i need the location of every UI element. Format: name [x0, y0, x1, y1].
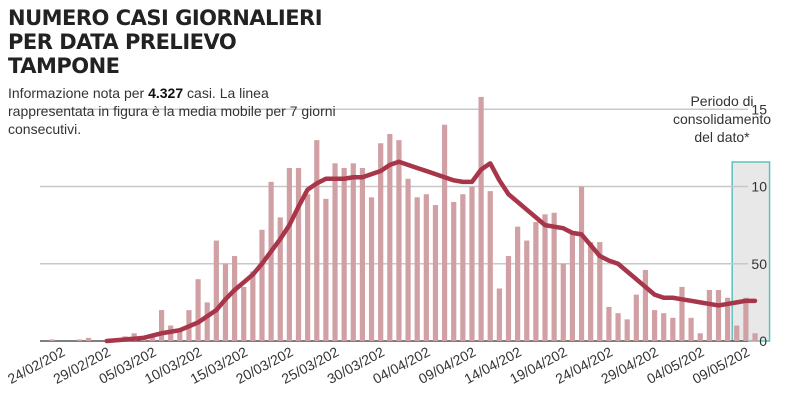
bar	[204, 302, 210, 341]
subtitle-text: Informazione nota per	[8, 85, 149, 101]
bar	[588, 242, 594, 341]
bar	[195, 279, 201, 341]
bar	[396, 140, 402, 341]
bar	[633, 294, 639, 341]
bar	[487, 191, 493, 341]
subtitle-text: casi. La linea rappresentata in figura è…	[8, 85, 336, 137]
bar	[250, 271, 256, 341]
bar	[651, 310, 658, 341]
bar	[642, 269, 649, 341]
bar	[752, 333, 758, 341]
bar	[569, 232, 576, 341]
bar	[323, 198, 329, 341]
title-line: PER DATA PRELIEVO TAMPONE	[8, 30, 237, 78]
bar	[341, 167, 347, 341]
bar	[241, 286, 247, 341]
bar	[715, 290, 722, 341]
bar	[350, 163, 356, 341]
bar	[542, 214, 548, 341]
bar	[378, 143, 384, 341]
bar	[688, 317, 694, 341]
bar	[277, 217, 283, 341]
y-tick-label: 15	[751, 101, 767, 117]
bar	[432, 205, 439, 341]
annotation: del dato*	[694, 129, 750, 145]
bar	[232, 256, 238, 341]
title-line: NUMERO CASI GIORNALIERI	[8, 6, 323, 30]
bar	[597, 242, 603, 341]
header: NUMERO CASI GIORNALIERI PER DATA PRELIEV…	[8, 6, 338, 138]
bar	[606, 307, 612, 341]
subtitle: Informazione nota per 4.327 casi. La lin…	[8, 84, 338, 138]
bar	[533, 222, 539, 341]
chart-title: NUMERO CASI GIORNALIERI PER DATA PRELIEV…	[8, 6, 338, 78]
annotation: consolidamento	[673, 111, 771, 127]
bar	[49, 339, 55, 341]
bar	[441, 124, 448, 341]
consolidation-area	[731, 161, 771, 342]
bar	[524, 240, 530, 341]
bar	[177, 328, 183, 341]
case-count: 4.327	[148, 85, 184, 101]
bar	[405, 178, 411, 341]
bar	[697, 333, 703, 341]
bar	[305, 194, 311, 341]
y-tick-label: 50	[751, 256, 767, 272]
bar	[551, 212, 557, 341]
bar	[76, 339, 82, 341]
bar	[332, 163, 338, 341]
bar	[505, 256, 512, 341]
y-tick-label: 0	[759, 333, 767, 349]
moving-average-line	[104, 159, 758, 344]
bar	[387, 133, 393, 341]
bar	[158, 310, 165, 341]
bar	[478, 96, 484, 341]
bar	[460, 194, 466, 341]
bar	[560, 263, 566, 341]
bar	[670, 317, 676, 341]
bar	[706, 290, 712, 341]
bar	[314, 140, 320, 341]
bar	[423, 194, 429, 341]
bar	[615, 313, 621, 341]
bar	[743, 297, 749, 341]
bar	[213, 240, 219, 341]
bar	[661, 313, 667, 341]
bar	[359, 167, 366, 341]
bar	[624, 319, 630, 341]
bar	[469, 186, 475, 341]
bar	[259, 229, 265, 341]
bar	[368, 197, 375, 341]
annotation: Periodo di	[690, 93, 753, 109]
bar	[451, 201, 457, 341]
bar	[578, 186, 585, 341]
bar	[268, 181, 274, 341]
bar	[679, 286, 685, 341]
bar	[496, 288, 502, 341]
bar	[515, 226, 521, 341]
bar	[295, 167, 302, 341]
bar	[414, 197, 420, 341]
bar	[725, 297, 731, 341]
bar	[734, 325, 740, 341]
bar	[286, 167, 292, 341]
y-tick-label: 10	[751, 179, 767, 195]
bar	[85, 337, 92, 341]
